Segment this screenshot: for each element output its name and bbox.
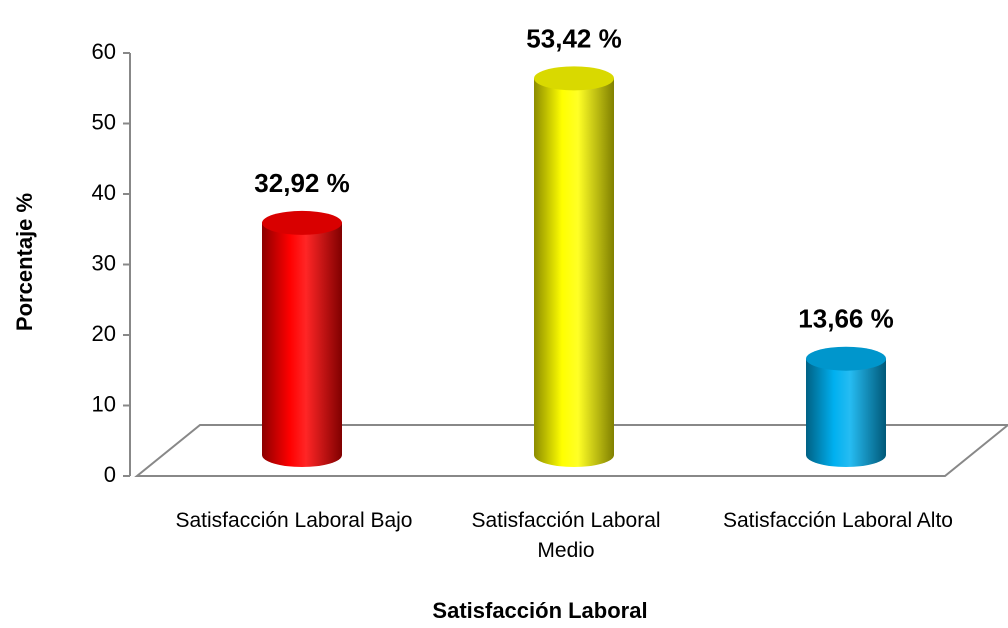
x-tick-label: Satisfacción Laboral Medio bbox=[471, 509, 661, 562]
y-tick-label: 30 bbox=[92, 250, 116, 275]
cylinder bbox=[806, 346, 886, 467]
y-tick-label: 10 bbox=[92, 391, 116, 416]
x-axis-title: Satisfacción Laboral bbox=[432, 598, 647, 623]
cylinder-body bbox=[534, 78, 614, 467]
floor bbox=[134, 424, 1008, 477]
x-tick-label: Satisfacción Laboral Alto bbox=[723, 509, 953, 532]
cylinder-body bbox=[262, 222, 342, 467]
value-label: 53,42 % bbox=[526, 23, 621, 53]
y-axis-title: Porcentaje % bbox=[12, 193, 37, 331]
y-tick-label: 40 bbox=[92, 180, 116, 205]
cylinder-top bbox=[262, 210, 342, 235]
cylinder bbox=[262, 210, 342, 467]
cylinder bbox=[534, 66, 614, 467]
y-tick-label: 50 bbox=[92, 109, 116, 134]
y-tick-label: 20 bbox=[92, 321, 116, 346]
value-label: 32,92 % bbox=[254, 168, 349, 198]
y-tick-label: 60 bbox=[92, 39, 116, 64]
cylinder-top bbox=[806, 346, 886, 371]
y-tick-label: 0 bbox=[104, 462, 116, 487]
cylinder-body bbox=[806, 358, 886, 467]
value-label: 13,66 % bbox=[798, 304, 893, 334]
cylinder-top bbox=[534, 66, 614, 91]
x-tick-label: Satisfacción Laboral Bajo bbox=[175, 509, 413, 532]
